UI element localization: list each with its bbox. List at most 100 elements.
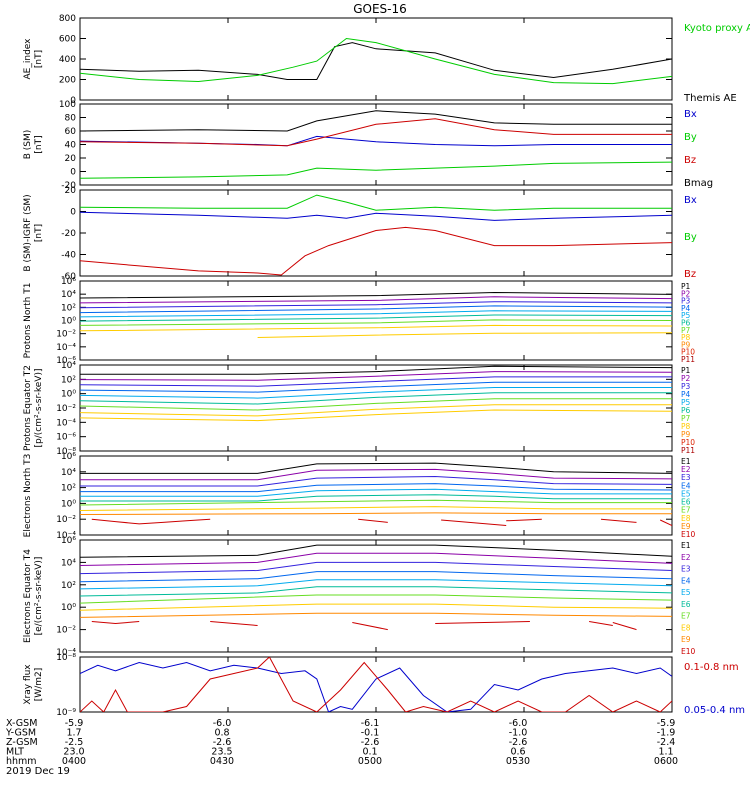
legend-p3: P3: [681, 382, 691, 391]
legend-bx: Bx: [684, 195, 697, 206]
y-tick-label: 10⁴: [61, 468, 76, 478]
x-axis-table: X-GSM -5.9 -6.0 -6.1 -6.0 -5.9 Y-GSM 1.7 0.8 -0.1…: [5, 718, 678, 767]
legend-e7: E7: [681, 612, 691, 621]
series-segment-e10: [612, 622, 637, 631]
series-line-bmag: [80, 110, 672, 132]
series-line-e10: [91, 518, 211, 525]
y-tick-label: 400: [59, 55, 76, 65]
panel-7: 10⁻⁴ 10⁻² 10⁰ 10² 10⁴ 10⁶ Electrons Equator T4…: [23, 536, 696, 658]
series-line-p4: [80, 305, 672, 314]
y-tick-label: 10⁻²: [56, 515, 76, 525]
series-line-p2: [80, 371, 672, 381]
y-axis-label: B (SM)-IGRF (SM): [23, 194, 33, 271]
series-segment-e10: [210, 621, 258, 626]
series-line-kyoto-proxy-ae: [80, 37, 672, 85]
series-line-p9: [257, 332, 672, 338]
y-tick-label: 10⁻⁹: [56, 708, 76, 718]
series-line-bx: [80, 135, 672, 147]
legend-0-05-0-4-nm: 0.05-0.4 nm: [684, 705, 745, 716]
y-tick-label: 10⁻⁴: [56, 418, 76, 428]
series-line-e10: [91, 621, 140, 625]
x-axis-value: 0.6: [510, 747, 525, 758]
legend-p10: P10: [681, 348, 695, 357]
y-tick-label: 10⁻²: [56, 626, 76, 636]
x-axis-value: 1.1: [658, 747, 673, 758]
legend-by: By: [684, 232, 697, 243]
y-tick-label: 80: [65, 114, 77, 124]
series-line-e2: [80, 468, 672, 481]
series-line-0-05-0-4-nm: [80, 661, 672, 712]
y-tick-label: 10⁰: [61, 499, 76, 509]
date-label: 2019 Dec 19: [6, 766, 70, 777]
series-line-e8: [80, 603, 672, 611]
x-axis-row-label: X-GSM: [6, 718, 37, 729]
y-axis-label: B (SM): [23, 130, 33, 160]
y-axis-unit: [p/(cm²-s-sr-keV)]: [34, 369, 44, 448]
series-line-p7: [80, 398, 672, 411]
series-line-e2: [80, 552, 672, 566]
legend-p6: P6: [681, 319, 691, 328]
legend-e8: E8: [681, 623, 691, 632]
series-line-e9: [80, 512, 672, 515]
y-tick-label: 600: [59, 35, 76, 45]
series-segment-e10: [506, 518, 542, 522]
x-axis-value: -1.0: [509, 728, 528, 739]
x-axis-value: -2.6: [213, 737, 232, 748]
y-axis-label: Protons Equator T2: [23, 365, 33, 451]
x-axis-value: -2.4: [657, 737, 676, 748]
y-tick-label: 20: [65, 154, 77, 164]
y-axis-unit: [nT]: [34, 135, 44, 153]
series-segment-e10: [659, 519, 672, 526]
legend-p2: P2: [681, 374, 691, 383]
legend-p4: P4: [681, 304, 691, 313]
series-line-e3: [80, 561, 672, 575]
series-line-by: [80, 161, 672, 179]
panel-1: 0 200 400 600 800 AE_index[nT] Kyoto proxy AE T…: [23, 14, 750, 106]
x-axis-value: -6.0: [213, 718, 232, 729]
x-axis-value: 0430: [210, 756, 234, 767]
y-axis-unit: [W/m2]: [34, 668, 44, 701]
series-line-e4: [80, 571, 672, 583]
legend-by: By: [684, 132, 697, 143]
panel-8: 10⁻⁹ 10⁻⁸ Xray flux [W/m2] 0.1-0.8 nm 0.05-0.…: [23, 653, 745, 718]
legend-e9: E9: [681, 635, 691, 644]
x-axis-row-label: Y-GSM: [5, 728, 36, 739]
legend-0-1-0-8-nm: 0.1-0.8 nm: [684, 662, 739, 673]
y-tick-label: 10⁴: [61, 558, 76, 568]
y-axis-label: Xray flux: [23, 664, 33, 705]
series-line-p8: [80, 404, 672, 417]
legend-e4: E4: [681, 481, 691, 490]
y-tick-label: -20: [61, 229, 76, 239]
legend-p11: P11: [681, 355, 695, 364]
legend-bx: Bx: [684, 109, 697, 120]
series-line-p9: [80, 409, 672, 422]
y-tick-label: 10⁻⁸: [56, 447, 76, 457]
legend-bz: Bz: [684, 155, 696, 166]
series-line-e3: [80, 475, 672, 487]
y-tick-label: 0: [70, 168, 76, 178]
legend-e7: E7: [681, 506, 691, 515]
y-tick-label: 20: [65, 186, 77, 196]
series-line-themis-ae: [80, 42, 672, 80]
x-axis-value: -0.1: [361, 728, 380, 739]
legend-e1: E1: [681, 541, 691, 550]
legend-e3: E3: [681, 565, 691, 574]
series-line-p1: [80, 291, 672, 299]
series-line-e6: [80, 586, 672, 597]
y-axis-unit: [nT]: [34, 50, 44, 68]
legend-p9: P9: [681, 340, 691, 349]
legend-e1: E1: [681, 457, 691, 466]
x-axis-value: -2.6: [509, 737, 528, 748]
y-tick-label: 10⁴: [61, 290, 76, 300]
legend-p9: P9: [681, 430, 691, 439]
legend-e2: E2: [681, 465, 691, 474]
legend-e2: E2: [681, 553, 691, 562]
series-line-p5: [80, 387, 672, 399]
plot-title: GOES-16: [353, 2, 407, 16]
y-tick-label: 200: [59, 76, 76, 86]
y-tick-label: -40: [61, 251, 76, 261]
series-line-e4: [80, 483, 672, 493]
panel-frame: [79, 656, 673, 713]
series-line-p5: [80, 310, 672, 318]
